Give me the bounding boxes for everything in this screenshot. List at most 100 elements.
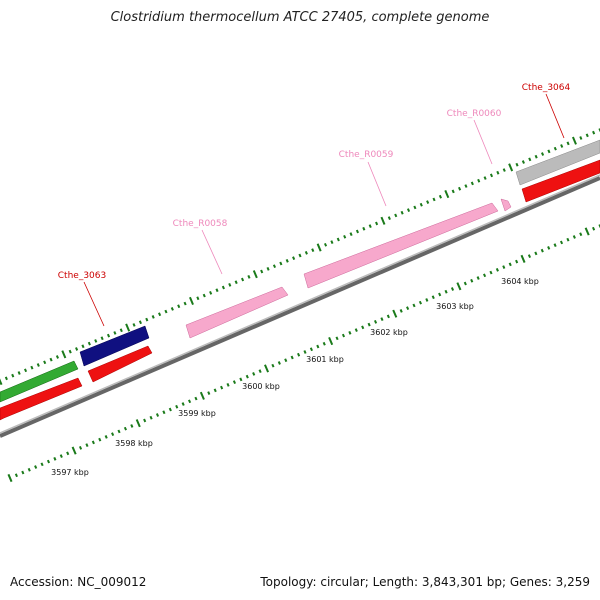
tick-mark bbox=[117, 429, 121, 434]
inner-tick-row bbox=[7, 224, 600, 483]
tick-mark bbox=[399, 309, 403, 313]
tick-mark bbox=[113, 331, 117, 335]
tick-mark bbox=[553, 243, 557, 248]
tick-mark bbox=[392, 309, 398, 318]
gene-arrow-red-left[interactable] bbox=[0, 377, 83, 421]
tick-mark bbox=[572, 235, 576, 239]
tick-mark bbox=[304, 250, 308, 255]
tick-mark bbox=[560, 144, 564, 148]
tick-mark bbox=[94, 339, 98, 343]
tick-mark bbox=[584, 227, 590, 236]
tick-mark bbox=[135, 419, 141, 428]
tick-mark bbox=[220, 385, 224, 390]
tick-mark bbox=[502, 168, 506, 172]
tick-mark bbox=[241, 277, 245, 282]
rna-arrow-r0058[interactable] bbox=[185, 286, 289, 339]
tick-mark bbox=[400, 210, 404, 215]
genome-backbone bbox=[0, 176, 600, 438]
tick-mark bbox=[53, 456, 57, 461]
tick-mark bbox=[311, 248, 315, 253]
tick-mark bbox=[213, 388, 217, 393]
tick-mark bbox=[145, 317, 149, 322]
tick-mark bbox=[298, 253, 302, 258]
tick-mark bbox=[49, 357, 53, 362]
tick-mark bbox=[177, 304, 181, 309]
tick-mark bbox=[450, 287, 455, 291]
tick-mark bbox=[34, 465, 38, 469]
tick-mark bbox=[566, 141, 570, 146]
tick-mark bbox=[316, 344, 320, 349]
tick-mark bbox=[354, 328, 358, 332]
map-title: Clostridium thermocellum ATCC 27405, com… bbox=[110, 10, 490, 25]
tick-mark bbox=[226, 383, 230, 387]
tick-mark bbox=[438, 292, 442, 297]
tick-mark bbox=[592, 226, 596, 231]
tick-mark bbox=[175, 404, 179, 409]
tick-mark bbox=[362, 226, 366, 231]
gene-arrow-grey-3064[interactable] bbox=[515, 139, 600, 186]
tick-mark bbox=[17, 371, 21, 375]
tick-mark bbox=[534, 154, 538, 159]
tick-mark bbox=[138, 320, 142, 325]
tick-mark bbox=[527, 254, 532, 258]
tick-mark bbox=[534, 251, 538, 256]
tick-mark bbox=[199, 391, 205, 400]
tick-mark bbox=[368, 224, 372, 228]
tick-mark bbox=[81, 344, 85, 349]
tick-mark bbox=[425, 298, 429, 302]
tick-mark bbox=[330, 240, 334, 245]
tick-mark bbox=[483, 273, 487, 278]
tick-mark bbox=[456, 282, 462, 291]
gene-arrow-navy[interactable] bbox=[79, 325, 150, 367]
tick-mark bbox=[458, 186, 462, 191]
tick-mark bbox=[495, 267, 499, 272]
tick-mark bbox=[566, 237, 570, 242]
tick-mark bbox=[245, 374, 249, 379]
gene-arrow-red-right[interactable] bbox=[521, 159, 600, 203]
tick-mark bbox=[406, 208, 411, 212]
tick-mark bbox=[367, 322, 371, 327]
kbp-label-3598: 3598 kbp bbox=[115, 439, 153, 448]
rna-arrow-r0060[interactable] bbox=[500, 198, 512, 212]
tick-mark bbox=[335, 336, 339, 341]
tick-mark bbox=[489, 270, 493, 275]
tick-mark bbox=[528, 157, 532, 162]
kbp-label-3601: 3601 kbp bbox=[306, 355, 344, 364]
tick-mark bbox=[266, 266, 270, 271]
tick-mark bbox=[341, 333, 346, 338]
tick-mark bbox=[406, 306, 410, 311]
tick-mark bbox=[444, 289, 448, 294]
tick-mark bbox=[104, 435, 108, 439]
gene-arrow-green[interactable] bbox=[0, 360, 79, 403]
tick-mark bbox=[125, 323, 131, 332]
tick-mark bbox=[46, 459, 51, 464]
gene-label-3064: Cthe_3064 bbox=[522, 83, 571, 93]
genome-stats-text: Topology: circular; Length: 3,843,301 bp… bbox=[260, 575, 590, 589]
kbp-label-3604: 3604 kbp bbox=[501, 277, 539, 286]
tick-mark bbox=[292, 256, 296, 261]
callout-line-3063 bbox=[83, 281, 105, 327]
tick-mark bbox=[207, 391, 211, 395]
tick-mark bbox=[355, 229, 359, 234]
rna-arrow-r0059[interactable] bbox=[303, 202, 499, 289]
gene-label-r0058: Cthe_R0058 bbox=[173, 219, 228, 229]
tick-mark bbox=[87, 341, 91, 346]
tick-mark bbox=[143, 418, 147, 423]
tick-mark bbox=[284, 358, 288, 363]
tick-mark bbox=[328, 336, 334, 346]
tick-mark bbox=[285, 258, 289, 263]
tick-mark bbox=[553, 146, 557, 151]
tick-mark bbox=[477, 178, 481, 183]
tick-mark bbox=[100, 336, 104, 341]
tick-mark bbox=[71, 446, 77, 455]
tick-mark bbox=[98, 437, 102, 442]
tick-mark bbox=[181, 402, 185, 406]
tick-mark bbox=[508, 163, 514, 172]
gene-arrow-red-3063[interactable] bbox=[87, 345, 153, 383]
tick-mark bbox=[7, 473, 13, 483]
tick-mark bbox=[343, 234, 347, 239]
tick-mark bbox=[559, 240, 564, 245]
tick-mark bbox=[426, 200, 430, 204]
tick-mark bbox=[515, 259, 519, 264]
tick-mark bbox=[451, 189, 455, 194]
